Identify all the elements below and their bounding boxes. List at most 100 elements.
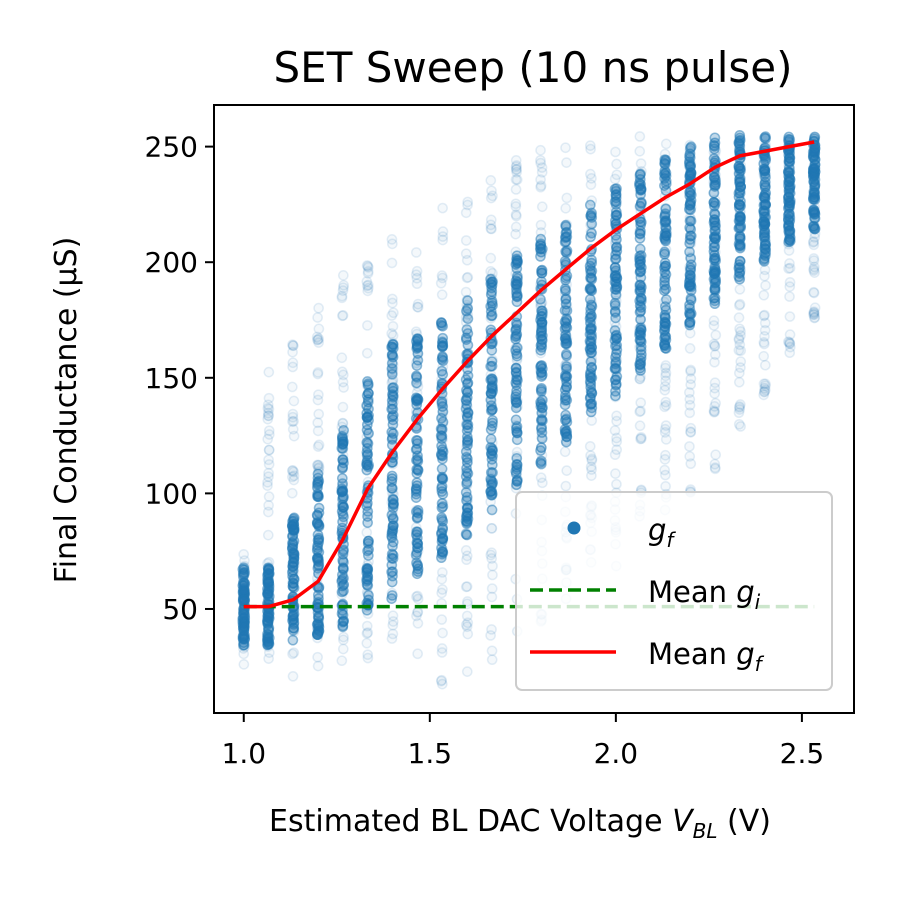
gf-point [287, 357, 299, 369]
gf-point [709, 198, 721, 209]
gf-point [386, 530, 398, 542]
gf-point [410, 392, 422, 404]
gf-point [734, 401, 745, 412]
gf-point [635, 433, 646, 445]
gf-point [536, 386, 547, 397]
gf-point [263, 467, 274, 479]
gf-point [635, 405, 646, 417]
gf-point [784, 281, 796, 292]
gf-point [462, 313, 474, 325]
gf-point [511, 166, 522, 178]
gf-point [263, 403, 275, 415]
gf-point [386, 411, 398, 423]
gf-point [660, 362, 671, 374]
gf-point [710, 329, 722, 341]
gf-point [635, 365, 646, 376]
gf-point [783, 156, 795, 168]
gf-point [486, 223, 497, 235]
y-tick-label: 50 [162, 593, 198, 626]
gf-point [362, 627, 374, 638]
gf-point [585, 168, 596, 180]
gf-point [511, 317, 522, 329]
gf-point [461, 550, 473, 562]
gf-point [536, 382, 547, 394]
gf-point [511, 374, 522, 385]
gf-point [559, 414, 571, 426]
gf-point [313, 502, 325, 514]
gf-point [462, 303, 474, 315]
gf-point [660, 170, 672, 182]
gf-point [784, 291, 795, 302]
gf-point [485, 433, 497, 445]
gf-point [734, 404, 746, 415]
gf-point [412, 563, 424, 575]
gf-point [462, 199, 473, 211]
gf-point [411, 265, 423, 277]
gf-point [312, 394, 324, 406]
gf-point [535, 157, 547, 169]
gf-point [337, 270, 349, 281]
gf-point [312, 425, 324, 437]
gf-point [510, 161, 522, 173]
gf-point [313, 593, 324, 604]
gf-point [336, 472, 348, 484]
gf-point [709, 341, 721, 352]
gf-point [287, 465, 299, 476]
gf-point [462, 434, 474, 446]
gf-point [462, 295, 473, 306]
gf-point [660, 178, 672, 190]
gf-point [611, 241, 623, 253]
gf-point [511, 163, 522, 175]
gf-point [485, 192, 497, 204]
gf-point [636, 349, 647, 360]
gf-point [709, 401, 720, 412]
gf-point [263, 629, 274, 641]
gf-point [287, 339, 298, 351]
gf-point [263, 491, 275, 503]
gf-point [338, 279, 350, 291]
gf-point [287, 416, 298, 427]
gf-point [412, 648, 424, 660]
gf-point [634, 420, 646, 432]
gf-point [684, 399, 696, 411]
gf-point [784, 337, 796, 349]
gf-point [362, 411, 373, 423]
gf-point [659, 321, 671, 333]
gf-point [511, 291, 523, 302]
gf-point [461, 610, 473, 622]
gf-point [783, 263, 794, 274]
gf-point [461, 666, 473, 677]
gf-point [586, 455, 598, 466]
gf-point [287, 648, 298, 660]
gf-point [586, 464, 597, 475]
gf-point [238, 607, 249, 619]
gf-point [733, 418, 745, 430]
gf-point [262, 476, 273, 488]
gf-point [734, 323, 745, 335]
gf-point [685, 194, 697, 206]
gf-point [435, 675, 447, 687]
gf-point [660, 370, 671, 382]
gf-point [634, 131, 646, 142]
gf-point [263, 366, 275, 378]
gf-point [486, 489, 497, 501]
gf-point [536, 201, 548, 213]
gf-point [808, 306, 820, 318]
gf-point [462, 596, 473, 607]
gf-point [313, 439, 325, 451]
gf-point [436, 514, 448, 525]
y-axis-label: Final Conductance (µS) [49, 237, 84, 584]
gf-point [363, 544, 375, 555]
gf-point [709, 349, 721, 360]
gf-point [733, 191, 745, 203]
gf-point [783, 222, 794, 233]
gf-point [561, 382, 572, 393]
gf-point [734, 268, 746, 279]
gf-point [386, 328, 398, 339]
gf-point [511, 257, 523, 269]
gf-point [262, 610, 274, 621]
gf-point [536, 371, 547, 382]
gf-point [684, 319, 696, 331]
gf-point [585, 179, 597, 190]
gf-point [461, 348, 473, 360]
